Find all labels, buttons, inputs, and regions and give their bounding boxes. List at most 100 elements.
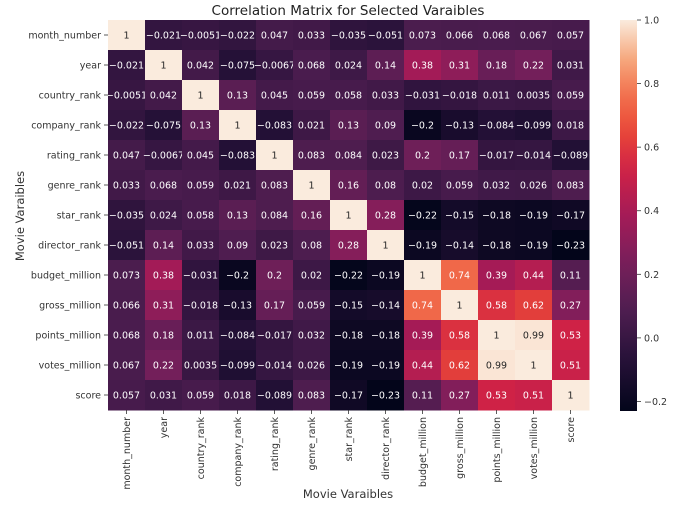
- heatmap-cell: [182, 20, 220, 51]
- cell-value-label: 0.13: [227, 91, 248, 102]
- cell-value-label: 0.032: [483, 181, 510, 192]
- x-tick-labels: month_number year country_rank company_rank…: [122, 410, 577, 490]
- heatmap-cell: [108, 170, 146, 201]
- heatmap-cell: [367, 260, 405, 291]
- cell-value-label: 0.068: [483, 31, 510, 42]
- cell-value-label: 0.62: [523, 301, 544, 312]
- heatmap-cell: [256, 170, 294, 201]
- heatmap-cell: [367, 290, 405, 321]
- heatmap-cell: [441, 380, 479, 411]
- heatmap-cell: [404, 350, 442, 381]
- x-tick-label: rating_rank: [270, 417, 281, 472]
- cell-value-label: 0.066: [113, 301, 140, 312]
- cell-value-label: 0.99: [523, 331, 544, 342]
- cell-value-label: 0.031: [150, 391, 177, 402]
- cell-value-label: −0.035: [109, 211, 144, 222]
- heatmap-cell: [478, 230, 516, 261]
- cell-value-label: 0.22: [523, 61, 544, 72]
- heatmap-cell: [145, 20, 183, 51]
- cell-value-label: 0.0035: [184, 361, 217, 372]
- cell-value-label: 0.018: [557, 121, 584, 132]
- heatmap-cell: [478, 110, 516, 141]
- heatmap-cell: [367, 50, 405, 81]
- heatmap-cell: [145, 350, 183, 381]
- cell-value-label: −0.083: [257, 121, 292, 132]
- cell-value-label: 0.067: [520, 31, 547, 42]
- y-tick-label: rating_rank: [47, 151, 102, 162]
- cell-value-label: 0.38: [153, 271, 174, 282]
- cell-value-label: 0.033: [372, 91, 399, 102]
- cell-value-label: 0.026: [520, 181, 547, 192]
- cell-value-label: −0.0051: [180, 31, 221, 42]
- heatmap-cell: [182, 200, 220, 231]
- heatmap-cell: [404, 380, 442, 411]
- cell-value-label: 0.011: [187, 331, 214, 342]
- cell-value-label: 0.024: [335, 61, 362, 72]
- heatmap-cell: [108, 140, 146, 171]
- heatmap-cell: [441, 200, 479, 231]
- cell-value-label: 0.2: [267, 271, 282, 282]
- heatmap-cell: [478, 140, 516, 171]
- heatmap-cell: [367, 200, 405, 231]
- cell-value-label: 1: [493, 331, 499, 342]
- cell-value-label: 0.74: [412, 301, 433, 312]
- cell-value-label: 0.16: [338, 181, 359, 192]
- heatmap-cell: [404, 20, 442, 51]
- heatmap-cell: [441, 350, 479, 381]
- heatmap-cell: [219, 290, 257, 321]
- cell-value-label: 0.11: [560, 271, 581, 282]
- colorbar-ticks: −0.2 0.0 0.2 0.4 0.6 0.8 1.0: [637, 16, 667, 408]
- cell-value-label: 0.042: [187, 61, 214, 72]
- cell-value-label: −0.017: [257, 331, 292, 342]
- heatmap-cell: [145, 380, 183, 411]
- heatmap-cell: [330, 380, 368, 411]
- cell-value-label: 0.13: [227, 211, 248, 222]
- heatmap-cell: [478, 200, 516, 231]
- heatmap-cell: [478, 20, 516, 51]
- heatmap-cell: [552, 260, 590, 291]
- heatmap-cell: [256, 200, 294, 231]
- cell-value-label: −0.017: [479, 151, 514, 162]
- heatmap-cell: [515, 20, 553, 51]
- heatmap-cell: [256, 80, 294, 111]
- heatmap-cell: [552, 140, 590, 171]
- heatmap-cell: [330, 140, 368, 171]
- heatmap-cell: [478, 350, 516, 381]
- heatmap-cell: [441, 50, 479, 81]
- heatmap-cell: [552, 80, 590, 111]
- heatmap-cell: [515, 350, 553, 381]
- cell-value-label: 0.51: [560, 361, 581, 372]
- cell-value-label: −0.18: [334, 331, 363, 342]
- heatmap-cell: [330, 200, 368, 231]
- cell-value-label: 0.059: [298, 91, 325, 102]
- colorbar-tick-label: 0.2: [644, 270, 659, 281]
- heatmap-cell: [256, 110, 294, 141]
- heatmap-cell: [330, 350, 368, 381]
- heatmap-cell: [182, 260, 220, 291]
- cell-value-label: 0.28: [338, 241, 359, 252]
- cell-value-label: −0.19: [371, 271, 400, 282]
- cell-value-label: −0.2: [411, 121, 434, 132]
- cell-value-label: 0.18: [153, 331, 174, 342]
- y-tick-label: votes_million: [39, 361, 101, 372]
- cell-value-label: −0.19: [408, 241, 437, 252]
- heatmap-cell: [182, 170, 220, 201]
- heatmap-cell: [108, 350, 146, 381]
- cell-value-label: 0.14: [375, 61, 396, 72]
- heatmap-cell: [293, 50, 331, 81]
- heatmap-cell: [441, 140, 479, 171]
- heatmap-cell: [404, 320, 442, 351]
- heatmap-cell: [515, 110, 553, 141]
- x-axis-title: Movie Varaibles: [303, 487, 393, 501]
- heatmap-cell: [108, 20, 146, 51]
- x-tick-label: votes_million: [529, 417, 540, 479]
- cell-value-label: −0.084: [220, 331, 255, 342]
- heatmap-cell: [256, 50, 294, 81]
- heatmap-cell: [404, 230, 442, 261]
- cell-value-label: 0.09: [227, 241, 248, 252]
- cell-value-label: −0.22: [408, 211, 437, 222]
- cell-value-label: 0.059: [187, 181, 214, 192]
- heatmap-cell: [367, 380, 405, 411]
- cell-value-label: −0.22: [334, 271, 363, 282]
- cell-value-label: 0.018: [224, 391, 251, 402]
